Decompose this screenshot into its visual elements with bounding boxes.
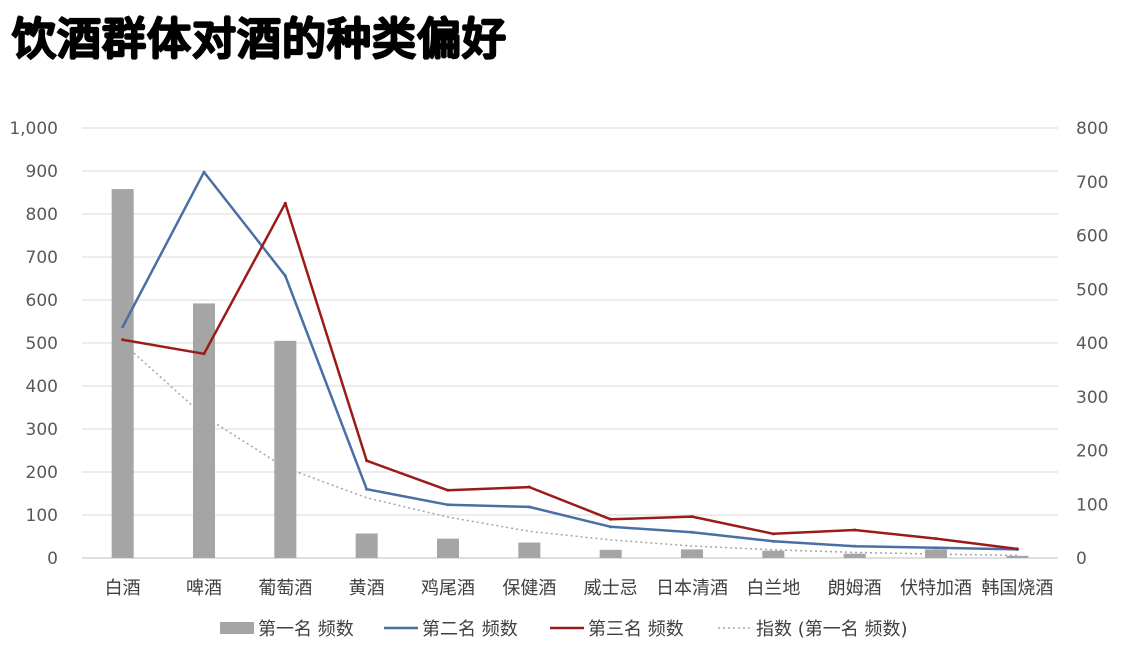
y-left-tick-label: 900 — [26, 162, 58, 182]
line-second-rank-point — [771, 539, 775, 543]
x-category-label: 韩国烧酒 — [981, 578, 1053, 599]
line-third-rank-point — [121, 338, 125, 342]
bar-first-rank — [762, 550, 785, 558]
line-second-rank-point — [934, 546, 938, 550]
line-third-rank-point — [446, 488, 450, 492]
bar-first-rank — [843, 553, 866, 558]
line-second-rank-point — [690, 530, 694, 534]
legend-label: 指数 (第一名 频数) — [756, 619, 908, 640]
line-third-rank-point — [690, 515, 694, 519]
legend-label: 第一名 频数 — [258, 619, 354, 640]
line-second-rank-point — [609, 525, 613, 529]
y-right-tick-label: 800 — [1076, 119, 1108, 139]
line-second-rank-point — [202, 170, 206, 174]
y-left-tick-label: 300 — [26, 420, 58, 440]
x-category-label: 白兰地 — [746, 578, 800, 599]
line-second-rank-point — [527, 505, 531, 509]
bar-first-rank — [681, 549, 703, 558]
bar-first-rank — [274, 340, 297, 558]
x-category-label: 日本清酒 — [656, 578, 728, 599]
line-third-rank-point — [853, 528, 857, 532]
y-right-tick-label: 0 — [1076, 549, 1087, 569]
line-third-rank-point — [527, 485, 531, 489]
line-third-rank — [122, 202, 1018, 551]
y-left-tick-label: 700 — [26, 248, 58, 268]
y-left-tick-label: 600 — [26, 291, 58, 311]
line-third-rank-point — [1015, 547, 1019, 551]
line-second-rank-point — [365, 487, 369, 491]
legend-label: 第二名 频数 — [422, 619, 518, 640]
y-left-tick-label: 200 — [26, 463, 58, 483]
line-second-rank-point — [853, 544, 857, 548]
line-third-rank-point — [609, 517, 613, 521]
y-right-tick-label: 200 — [1076, 442, 1108, 462]
bar-first-rank — [355, 533, 378, 558]
bar-first-rank — [437, 538, 459, 558]
line-second-rank — [121, 170, 1018, 551]
bar-first-rank — [193, 303, 215, 558]
y-left-tick-label: 100 — [26, 506, 58, 526]
x-category-label: 威士忌 — [584, 578, 638, 599]
x-category-label: 白酒 — [105, 578, 141, 599]
x-category-label: 啤酒 — [186, 578, 222, 599]
y-right-tick-label: 600 — [1076, 227, 1108, 247]
y-left-tick-label: 1,000 — [9, 119, 58, 139]
line-third-rank-point — [202, 352, 206, 356]
y-right-tick-label: 300 — [1076, 388, 1108, 408]
line-second-rank-point — [283, 274, 287, 278]
x-category-label: 保健酒 — [502, 578, 556, 599]
bar-first-rank — [518, 542, 541, 558]
chart-title: 饮酒群体对酒的种类偏好 — [12, 14, 507, 65]
x-category-label: 葡萄酒 — [258, 578, 312, 599]
line-third-rank-point — [365, 459, 369, 463]
line-second-rank-point — [121, 325, 125, 329]
legend-label: 第三名 频数 — [588, 619, 684, 640]
line-third-rank-point — [283, 201, 287, 205]
x-category-label: 朗姆酒 — [828, 578, 882, 599]
x-category-label: 伏特加酒 — [900, 578, 972, 599]
y-right-tick-label: 700 — [1076, 173, 1108, 193]
legend-swatch-bar — [220, 622, 254, 634]
line-third-rank-point — [771, 532, 775, 536]
y-left-tick-label: 500 — [26, 334, 58, 354]
x-category-label: 黄酒 — [349, 578, 385, 599]
y-left-tick-label: 800 — [26, 205, 58, 225]
y-right-tick-label: 100 — [1076, 495, 1108, 515]
y-right-tick-label: 500 — [1076, 280, 1108, 300]
line-second-rank-point — [446, 503, 450, 507]
y-right-tick-label: 400 — [1076, 334, 1108, 354]
x-category-label: 鸡尾酒 — [421, 578, 475, 599]
bar-first-rank — [1006, 555, 1029, 558]
trendline-exponential — [122, 342, 1018, 557]
bar-first-rank — [599, 549, 622, 558]
y-left-tick-label: 0 — [47, 549, 58, 569]
line-third-rank-point — [934, 537, 938, 541]
bar-first-rank — [111, 189, 134, 558]
y-left-tick-label: 400 — [26, 377, 58, 397]
